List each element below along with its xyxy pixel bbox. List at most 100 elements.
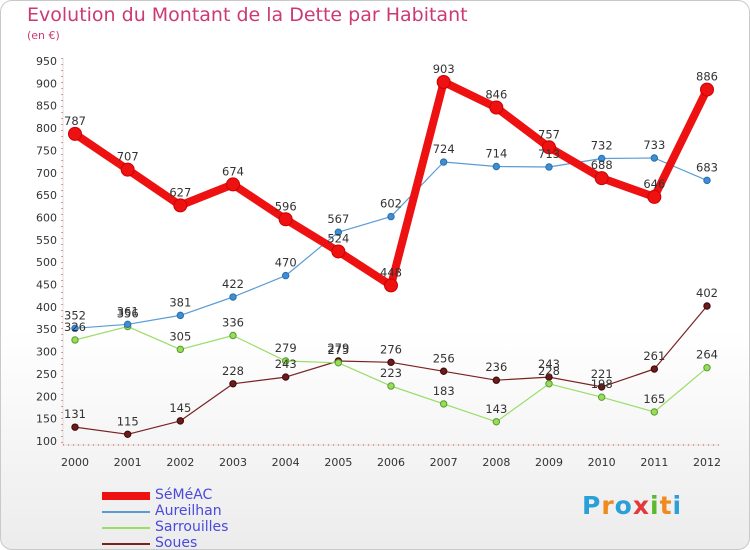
data-point (545, 163, 553, 171)
logo-letter: o (614, 491, 633, 520)
data-point (439, 158, 448, 166)
data-label: 279 (327, 341, 349, 355)
data-point (334, 359, 343, 367)
data-label: 221 (591, 367, 613, 381)
y-tick-label: 100 (36, 435, 57, 448)
data-point (700, 82, 714, 97)
legend-swatch (102, 492, 150, 500)
y-tick-label: 550 (36, 234, 57, 247)
legend-label: Sarrouilles (155, 519, 229, 535)
data-point (278, 212, 293, 227)
legend-label: Aureilhan (155, 503, 222, 519)
logo-letter: P (582, 491, 602, 520)
y-tick-label: 150 (36, 413, 57, 426)
data-label: 402 (696, 286, 718, 300)
y-tick-label: 500 (36, 256, 57, 269)
data-point (650, 365, 659, 373)
data-label: 261 (643, 349, 665, 363)
data-point (597, 154, 606, 163)
y-tick-label: 300 (36, 346, 57, 359)
data-label: 326 (64, 320, 86, 334)
logo-letter: x (632, 491, 650, 520)
data-point (281, 357, 290, 365)
data-point (176, 417, 185, 425)
proxiti-logo: Proxiti (582, 491, 682, 520)
data-point (650, 154, 659, 162)
data-point (331, 244, 346, 259)
logo-letter: i (672, 491, 683, 520)
data-label: 602 (380, 197, 402, 211)
data-label: 236 (485, 360, 507, 374)
y-tick-label: 250 (36, 368, 57, 381)
data-label: 470 (275, 256, 297, 270)
logo-letter: t (659, 491, 673, 520)
data-label: 381 (169, 295, 191, 309)
data-point (229, 293, 237, 301)
data-label: 674 (222, 164, 244, 178)
data-point (594, 171, 609, 186)
legend-swatch (102, 511, 150, 513)
y-tick-label: 750 (36, 144, 57, 157)
data-label: 732 (591, 138, 613, 152)
x-tick-label: 2012 (693, 456, 721, 469)
data-point (387, 212, 395, 221)
data-label: 713 (538, 147, 560, 161)
data-point (492, 418, 501, 426)
data-point (229, 331, 237, 340)
logo-letter: i (650, 491, 660, 520)
data-point (176, 345, 185, 354)
data-label: 846 (485, 87, 507, 101)
x-tick-label: 2008 (482, 456, 510, 469)
data-label: 787 (64, 114, 86, 128)
data-label: 165 (643, 392, 665, 406)
data-label: 422 (222, 277, 244, 291)
x-tick-label: 2001 (114, 456, 142, 469)
data-label: 886 (696, 70, 718, 84)
data-point (384, 278, 398, 293)
data-label: 223 (380, 366, 402, 380)
data-label: 683 (696, 160, 718, 174)
x-tick-label: 2006 (377, 456, 405, 469)
data-point (120, 162, 135, 177)
data-label: 567 (327, 212, 349, 226)
data-point (176, 311, 185, 320)
y-tick-label: 800 (36, 122, 57, 135)
data-point (123, 430, 132, 438)
data-label: 243 (538, 357, 560, 371)
data-point (71, 423, 79, 431)
data-point (597, 393, 606, 401)
data-point (123, 320, 132, 329)
data-label: 757 (538, 127, 560, 141)
data-label: 336 (222, 315, 244, 329)
y-tick-label: 950 (36, 55, 57, 68)
y-tick-label: 450 (36, 279, 57, 292)
data-point (387, 358, 395, 367)
y-tick-label: 900 (36, 77, 57, 90)
x-tick-label: 2010 (588, 456, 616, 469)
data-label: 243 (275, 357, 297, 371)
data-label: 361 (117, 304, 139, 318)
series-line-séméac (71, 78, 711, 290)
data-label: 276 (380, 342, 402, 356)
data-label: 279 (275, 341, 297, 355)
y-tick-label: 700 (36, 167, 57, 180)
data-point (489, 100, 504, 115)
data-point (597, 383, 606, 391)
data-label: 356 (117, 307, 139, 321)
data-label: 352 (64, 308, 86, 322)
data-point (647, 189, 662, 204)
data-point (68, 126, 82, 141)
data-point (173, 198, 188, 213)
data-point (650, 408, 659, 416)
legend-swatch (102, 527, 150, 529)
data-label: 627 (169, 185, 191, 199)
legend-label: SéMéAC (155, 487, 213, 503)
data-point (703, 363, 711, 372)
x-tick-label: 2007 (430, 456, 458, 469)
data-label: 448 (380, 265, 402, 279)
data-label: 733 (643, 138, 665, 152)
legend-label: Soues (155, 535, 198, 550)
data-point (226, 177, 240, 192)
